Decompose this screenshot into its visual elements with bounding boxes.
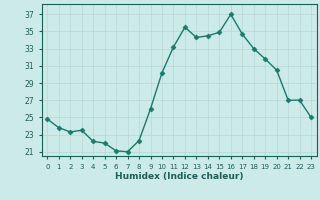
X-axis label: Humidex (Indice chaleur): Humidex (Indice chaleur) xyxy=(115,172,244,181)
